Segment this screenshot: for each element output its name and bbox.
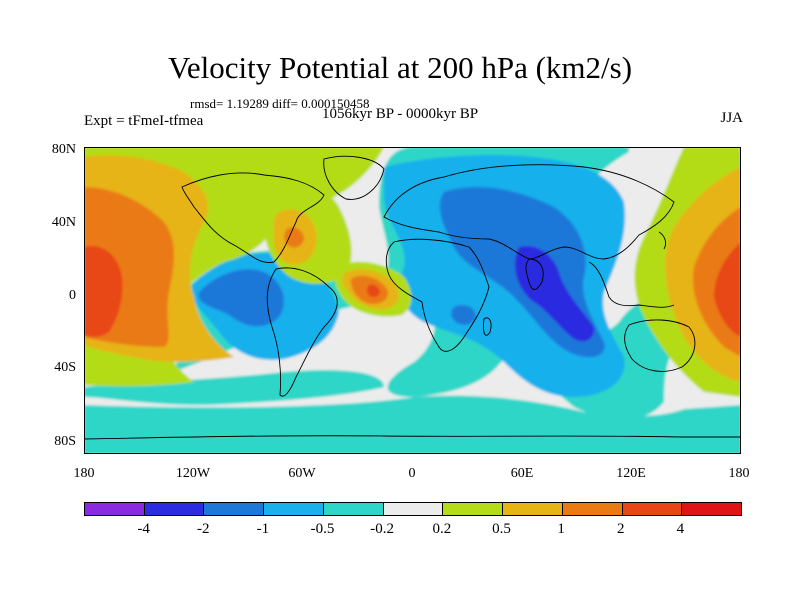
lon-tick-120e: 120E	[616, 466, 646, 481]
colorbar-segment	[682, 503, 742, 515]
plot-title: Velocity Potential at 200 hPa (km2/s)	[167, 50, 633, 85]
experiment-label: Expt = tFmeI-tfmea	[84, 113, 204, 129]
colorbar-label: 0.5	[492, 521, 511, 537]
colorbar-label: -0.5	[310, 521, 335, 537]
colorbar-segment	[204, 503, 265, 515]
colorbar-segment	[264, 503, 324, 515]
colorbar-segment	[622, 503, 683, 515]
colorbar-label: -0.2	[370, 521, 395, 537]
period-label: 1056kyr BP - 0000kyr BP	[322, 106, 479, 122]
colorbar-segment	[383, 503, 444, 515]
colorbar-label: 0.2	[432, 521, 452, 537]
colorbar-segment	[85, 503, 145, 515]
season-label: JJA	[720, 110, 743, 126]
colorbar-label: 1	[557, 521, 565, 537]
colorbar-segment	[443, 503, 504, 515]
lon-tick-180e: 180	[728, 466, 750, 481]
colorbar-label: 4	[676, 521, 685, 537]
colorbar-label: -2	[197, 521, 210, 537]
lat-tick-80s: 80S	[54, 434, 76, 449]
velocity-potential-map	[84, 147, 741, 454]
colorbar-label: -1	[256, 521, 270, 537]
lat-tick-80n: 80N	[51, 142, 76, 157]
colorbar-segment	[323, 503, 384, 515]
colorbar-label: 2	[616, 521, 625, 537]
colorbar	[84, 502, 742, 516]
lon-tick-120w: 120W	[175, 466, 211, 481]
lat-tick-40n: 40N	[51, 215, 76, 230]
rmsd-diff-stats: rmsd= 1.19289 diff= 0.000150458	[190, 96, 370, 111]
lon-tick-180w: 180	[73, 466, 95, 481]
colorbar-segment	[503, 503, 563, 515]
lon-tick-60w: 60W	[288, 466, 316, 481]
lon-tick-0: 0	[408, 466, 416, 481]
lon-tick-60e: 60E	[510, 466, 534, 481]
lat-tick-0: 0	[69, 288, 76, 303]
lat-tick-40s: 40S	[54, 360, 76, 375]
colorbar-segment	[144, 503, 205, 515]
colorbar-segment	[562, 503, 623, 515]
colorbar-label: -4	[137, 521, 150, 537]
